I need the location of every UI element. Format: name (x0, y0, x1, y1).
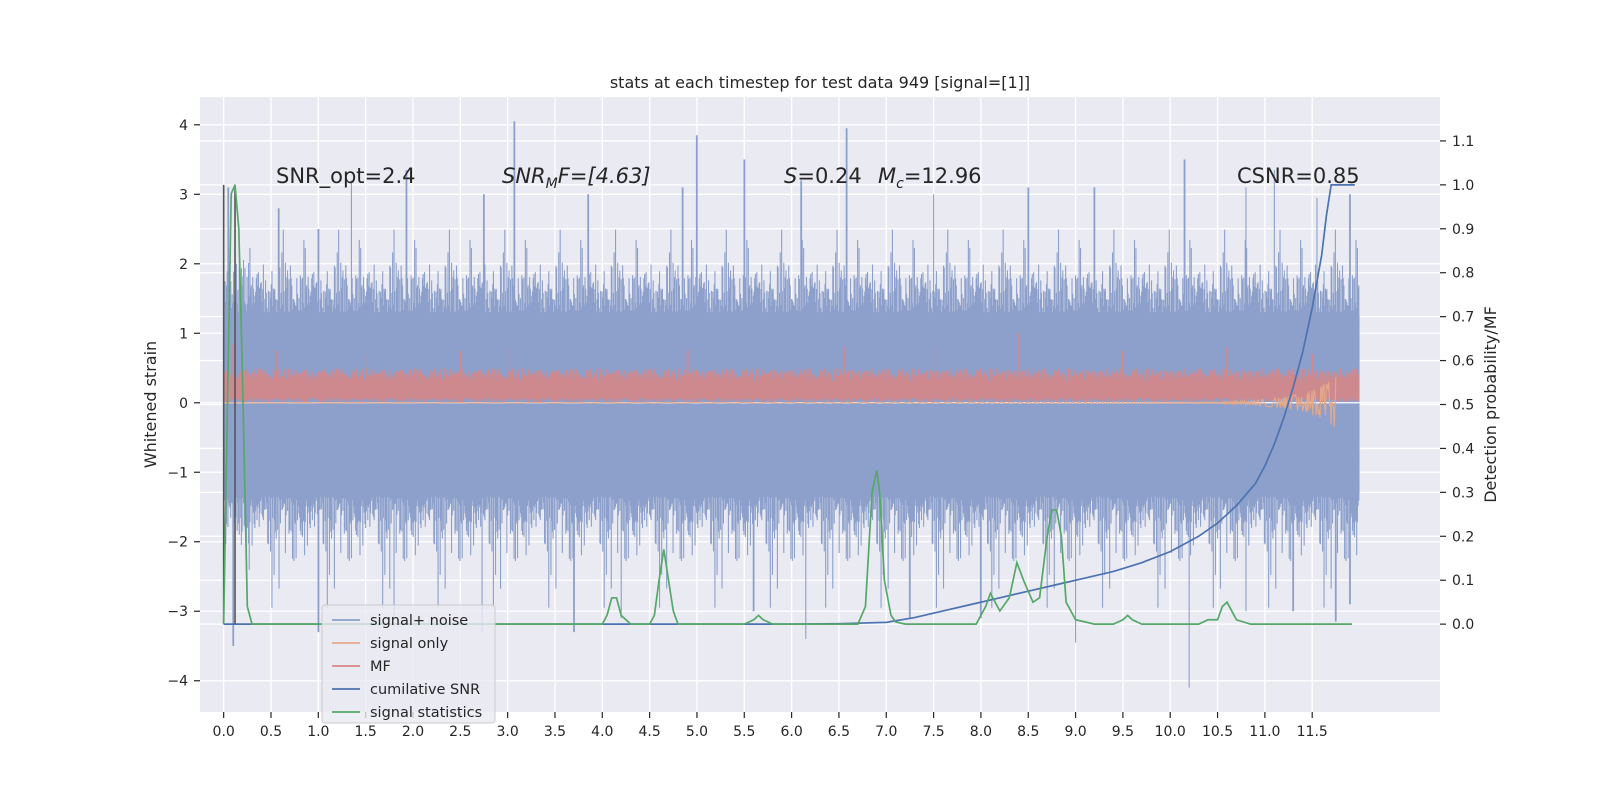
annotation-mc-symbol: M (878, 164, 896, 188)
x-tick-label: 0.5 (260, 724, 282, 740)
x-tick-label: 7.5 (922, 724, 944, 740)
x-tick-label: 9.5 (1112, 724, 1134, 740)
y-tick-label: −2 (167, 535, 188, 551)
x-tick-label: 2.0 (402, 724, 424, 740)
y2-tick-label: 0.1 (1452, 573, 1474, 589)
x-tick-label: 4.5 (638, 724, 660, 740)
y2-axis-label: Detection probability/MF (1481, 306, 1500, 503)
x-tick-label: 1.5 (355, 724, 377, 740)
x-tick-label: 11.0 (1249, 724, 1280, 740)
y-tick-label: −4 (167, 674, 188, 690)
y-axis-label: Whitened strain (141, 341, 160, 468)
y2-tick-label: 1.1 (1452, 134, 1474, 150)
chart-title: stats at each timestep for test data 949… (610, 73, 1030, 92)
x-tick-label: 8.5 (1017, 724, 1039, 740)
annotation-snr-mf-subscript: M (546, 176, 558, 192)
y2-tick-label: 0.9 (1452, 222, 1474, 238)
x-tick-label: 1.0 (307, 724, 329, 740)
annotation-s: S=0.24 (784, 164, 862, 188)
y2-tick-label: 0.7 (1452, 310, 1474, 326)
x-tick-label: 7.0 (875, 724, 897, 740)
legend-label: signal only (370, 636, 449, 652)
axes-layer: 0.0 0.5 1.0 1.5 2.0 2.5 3.0 3.5 4.0 4.5 5.0 5.5 6.0 6… (167, 118, 1474, 740)
legend-label: MF (370, 659, 391, 675)
x-tick-label: 11.5 (1297, 724, 1328, 740)
annotation-snr-mf: SNRMF=[4.63] (502, 164, 651, 192)
y2-tick-label: 0.6 (1452, 354, 1474, 370)
y-tick-label: −3 (167, 604, 188, 620)
series-signal-only (223, 377, 1337, 427)
x-tick-label: 8.0 (970, 724, 992, 740)
x-tick-label: 4.0 (591, 724, 613, 740)
legend-label: signal statistics (370, 705, 482, 721)
annotation-snr-mf-value: F=[4.63] (558, 164, 651, 188)
legend: signal+ noise signal only MF cumilative SNR… (321, 604, 496, 724)
x-tick-label: 5.5 (733, 724, 755, 740)
x-tick-label: 9.0 (1064, 724, 1086, 740)
y2-tick-label: 0.4 (1452, 441, 1474, 457)
annotation-mc-value: =12.96 (904, 164, 982, 188)
x-tick-label: 2.5 (449, 724, 471, 740)
signal-statistics-line (222, 184, 1352, 625)
x-tick-label: 10.0 (1155, 724, 1186, 740)
annotation-snr-mf-symbol: SNR (502, 164, 546, 188)
series-layer (222, 121, 1360, 688)
y-tick-label: 1 (179, 326, 188, 342)
signal-only-line (223, 377, 1337, 427)
y2-tick-label: 1.0 (1452, 178, 1474, 194)
legend-box (321, 604, 496, 724)
x-tick-label: 3.5 (544, 724, 566, 740)
x-tick-label: 6.5 (828, 724, 850, 740)
x-tick-label: 10.5 (1202, 724, 1233, 740)
y-tick-label: 4 (179, 118, 188, 134)
annotation-mc-subscript: c (896, 176, 904, 192)
y2-tick-label: 0.8 (1452, 266, 1474, 282)
annotation-mc: Mc=12.96 (878, 164, 982, 192)
cumilative-snr-line (223, 184, 1355, 625)
y2-tick-label: 0.3 (1452, 485, 1474, 501)
annotation-s-symbol: S (784, 164, 797, 188)
legend-label: cumilative SNR (370, 682, 480, 698)
legend-label: signal+ noise (370, 613, 468, 629)
x-tick-label: 0.0 (213, 724, 235, 740)
y2-tick-label: 0.5 (1452, 398, 1474, 414)
annotation-s-value: =0.24 (797, 164, 861, 188)
y-tick-label: 0 (179, 396, 188, 412)
y2-tick-label: 0.0 (1452, 617, 1474, 633)
annotation-snr-opt: SNR_opt=2.4 (276, 164, 416, 189)
y-tick-label: 2 (179, 257, 188, 273)
y2-tick-label: 0.2 (1452, 529, 1474, 545)
y-tick-label: 3 (179, 187, 188, 203)
annotation-csnr: CSNR=0.85 (1237, 164, 1360, 188)
y-tick-label: −1 (167, 465, 188, 481)
x-tick-label: 5.0 (686, 724, 708, 740)
x-tick-label: 6.0 (780, 724, 802, 740)
x-tick-label: 3.0 (497, 724, 519, 740)
series-signal-noise (223, 121, 1360, 688)
